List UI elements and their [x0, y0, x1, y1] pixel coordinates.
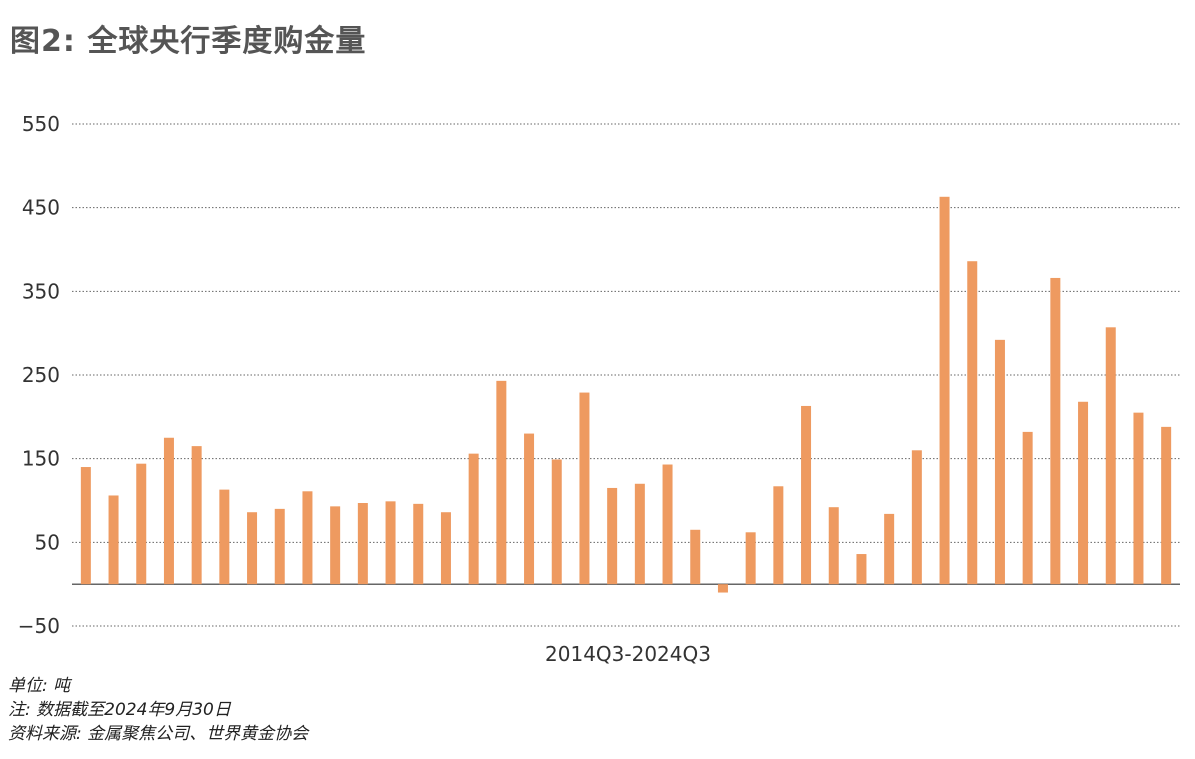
bar	[634, 483, 645, 585]
bar	[191, 446, 202, 585]
bar	[745, 532, 756, 585]
bar	[357, 503, 368, 585]
chart-notes: 单位: 吨 注: 数据截至2024年9月30日 资料来源: 金属聚焦公司、世界黄…	[8, 674, 308, 746]
bar	[468, 453, 479, 585]
bar	[496, 380, 507, 585]
bar	[939, 196, 950, 585]
bar	[884, 513, 895, 585]
bar	[247, 512, 258, 585]
bar	[80, 467, 91, 585]
bar	[302, 491, 313, 585]
y-tick-label: 450	[22, 196, 60, 220]
unit-note: 单位: 吨	[8, 676, 71, 696]
y-tick-label: 50	[35, 530, 60, 554]
data-date-note: 注: 数据截至2024年9月30日	[8, 700, 231, 720]
bar	[1022, 431, 1033, 585]
bar	[828, 507, 839, 585]
y-tick-label: 550	[22, 112, 60, 136]
bar	[440, 512, 451, 585]
source-note: 资料来源: 金属聚焦公司、世界黄金协会	[8, 724, 309, 744]
bar	[163, 437, 174, 585]
bar	[524, 433, 535, 585]
bar	[551, 459, 562, 585]
bar	[994, 339, 1005, 585]
bar	[911, 450, 922, 585]
bar	[136, 463, 147, 585]
bar	[1133, 412, 1144, 585]
bar	[413, 503, 424, 585]
bar	[274, 508, 285, 585]
bar	[108, 495, 119, 585]
chart-title: 图2: 全球央行季度购金量	[10, 24, 367, 59]
bar	[717, 584, 728, 593]
bar	[690, 529, 701, 585]
y-tick-label: −50	[18, 614, 60, 638]
bar	[1050, 277, 1061, 585]
bar	[330, 506, 341, 585]
bar	[607, 487, 618, 585]
bar	[967, 261, 978, 585]
bar	[856, 554, 867, 585]
bar	[579, 392, 590, 585]
bar	[1105, 327, 1116, 585]
bar	[801, 405, 812, 585]
bar	[385, 501, 396, 585]
bar	[1078, 401, 1089, 585]
y-tick-label: 250	[22, 363, 60, 387]
bar	[773, 486, 784, 585]
y-tick-label: 150	[22, 447, 60, 471]
bar	[1161, 426, 1172, 585]
bar	[662, 464, 673, 585]
bar	[219, 489, 230, 585]
x-axis-label: 2014Q3-2024Q3	[545, 642, 711, 666]
y-tick-label: 350	[22, 279, 60, 303]
